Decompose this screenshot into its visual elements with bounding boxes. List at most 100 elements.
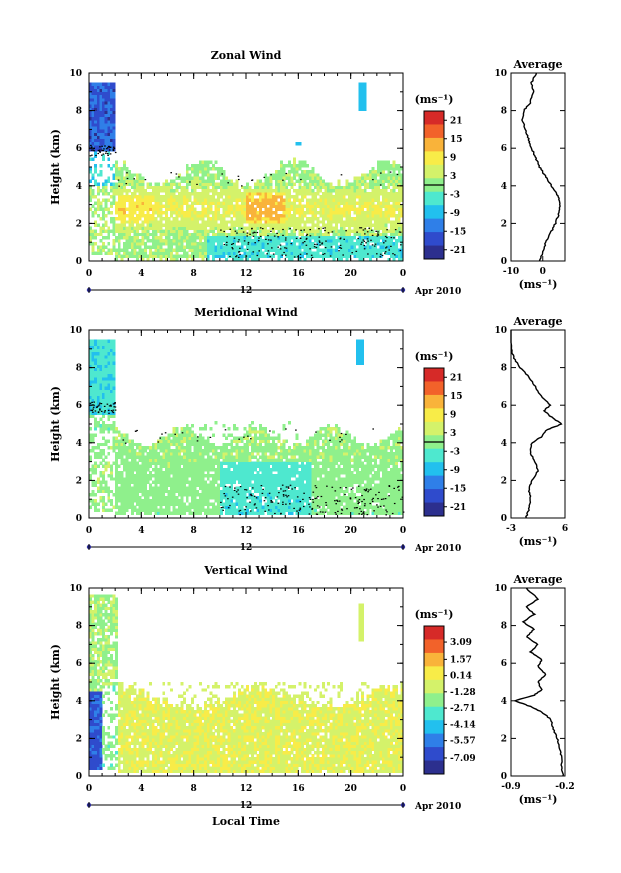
heatmap-cell — [374, 210, 378, 215]
heatmap-cell — [363, 179, 367, 183]
heatmap-cell — [395, 232, 399, 237]
heatmap-cell — [206, 163, 210, 168]
heatmap-cell — [104, 351, 108, 356]
heatmap-cell — [94, 195, 98, 199]
heatmap-cell — [112, 98, 116, 102]
contour-mark — [389, 171, 392, 173]
heatmap-cell — [209, 173, 213, 177]
heatmap-cell — [115, 207, 119, 212]
heatmap-cell — [104, 201, 108, 205]
heatmap-cell — [109, 141, 113, 146]
heatmap-cell — [102, 436, 105, 440]
heatmap-cell — [290, 214, 294, 218]
heatmap-cell — [185, 251, 189, 256]
heatmap-cell — [321, 235, 325, 240]
heatmap-cell — [201, 242, 205, 246]
heatmap-cell — [177, 471, 181, 475]
heatmap-cell — [371, 217, 375, 221]
heatmap-cell — [102, 414, 105, 419]
heatmap-cell — [175, 442, 179, 447]
heatmap-cell — [290, 254, 294, 259]
heatmap-cell — [287, 254, 291, 259]
heatmap-cell — [141, 182, 145, 187]
heatmap-cell — [107, 88, 111, 93]
heatmap-cell — [274, 176, 278, 180]
heatmap-cell — [214, 167, 218, 171]
heatmap-cell — [102, 348, 105, 353]
heatmap-cell — [94, 361, 98, 365]
heatmap-cell — [264, 217, 268, 221]
heatmap-cell — [167, 461, 171, 466]
heatmap-cell — [198, 455, 202, 459]
heatmap-cell — [102, 408, 105, 412]
heatmap-cell — [143, 201, 147, 205]
heatmap-cell — [337, 179, 341, 183]
heatmap-cell — [109, 383, 113, 387]
heatmap-cell — [183, 235, 187, 240]
heatmap-cell — [277, 207, 281, 212]
heatmap-cell — [293, 220, 297, 224]
heatmap-cell — [143, 458, 147, 462]
heatmap-cell — [120, 471, 124, 475]
y-tick-label: 8 — [76, 107, 82, 117]
heatmap-cell — [185, 430, 189, 434]
heatmap-cell — [109, 185, 113, 190]
heatmap-cell — [107, 132, 111, 136]
heatmap-cell — [225, 226, 228, 230]
heatmap-cell — [308, 220, 312, 224]
heatmap-cell — [115, 201, 119, 205]
average-unit: (ms⁻¹) — [519, 278, 558, 291]
heatmap-cell — [227, 461, 231, 466]
heatmap-cell — [89, 98, 92, 102]
heatmap-cell — [154, 511, 158, 516]
heatmap-cell — [316, 192, 320, 196]
heatmap-cell — [400, 239, 404, 243]
heatmap-cell — [107, 430, 111, 434]
heatmap-cell — [109, 358, 113, 362]
heatmap-cell — [193, 220, 197, 224]
heatmap-cell — [183, 201, 187, 205]
heatmap-cell — [162, 232, 166, 237]
heatmap-cell — [96, 120, 100, 124]
heatmap-cell — [337, 239, 341, 243]
heatmap-cell — [329, 185, 333, 190]
heatmap-cell — [235, 192, 239, 196]
heatmap-cell — [345, 214, 349, 218]
heatmap-cell — [300, 220, 304, 224]
heatmap-cell — [374, 188, 378, 193]
heatmap-cell — [227, 220, 231, 224]
heatmap-cell — [376, 173, 380, 177]
contour-mark — [102, 153, 105, 155]
heatmap-cell — [272, 217, 276, 221]
heatmap-cell — [170, 511, 174, 516]
heatmap-cell — [214, 492, 218, 497]
colorbar-tick-label: 9 — [450, 153, 456, 163]
heatmap-cell — [277, 248, 281, 252]
heatmap-cell — [201, 442, 205, 447]
heatmap-cell — [191, 192, 194, 196]
heatmap-cell — [204, 452, 208, 456]
heatmap-cell — [230, 254, 234, 259]
heatmap-cell — [146, 452, 150, 456]
heatmap-cell — [295, 239, 299, 243]
contour-mark — [366, 238, 369, 240]
heatmap-cell — [99, 345, 103, 350]
heatmap-cell — [293, 245, 297, 249]
heatmap-cell — [104, 182, 108, 187]
heatmap-cell — [355, 226, 359, 230]
heatmap-cell — [259, 232, 262, 237]
heatmap-cell — [91, 370, 95, 375]
heatmap-cell — [149, 499, 153, 503]
heatmap-cell — [191, 217, 194, 221]
heatmap-cell — [387, 160, 391, 165]
heatmap-cell — [180, 185, 184, 190]
heatmap-cell — [96, 192, 100, 196]
heatmap-cell — [170, 483, 174, 487]
heatmap-cell — [133, 232, 137, 237]
heatmap-cell — [363, 82, 367, 86]
heatmap-cell — [191, 442, 194, 447]
heatmap-cell — [230, 239, 234, 243]
heatmap-cell — [211, 452, 215, 456]
heatmap-cell — [183, 449, 187, 453]
heatmap-cell — [264, 214, 268, 218]
